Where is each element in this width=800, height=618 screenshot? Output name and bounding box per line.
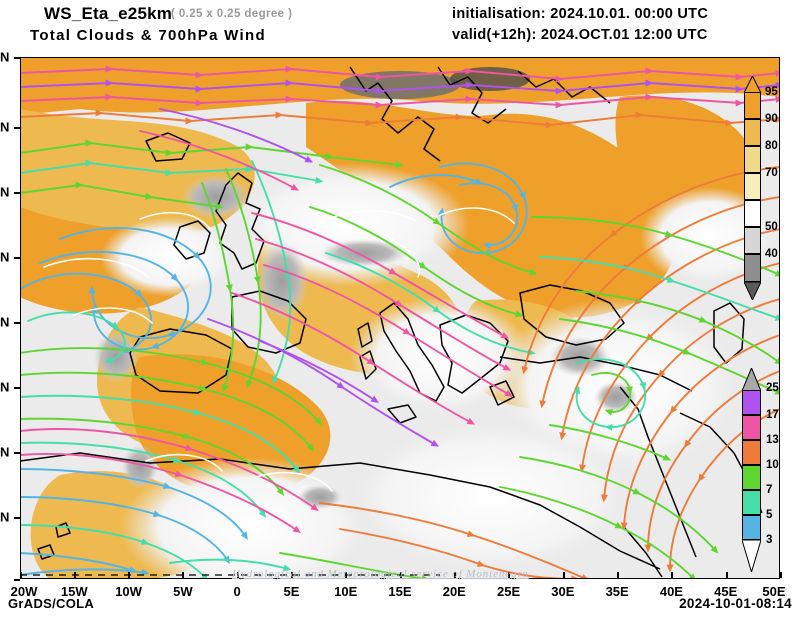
cloud-label-50: 50 <box>765 221 778 233</box>
x-label-40E: 40E <box>659 584 683 599</box>
valid-time: valid(+12h): 2024.OCT.01 12:00 UTC <box>452 27 708 43</box>
x-label-5E: 5E <box>283 584 300 599</box>
wind-label-25: 25 <box>766 382 779 394</box>
cloud-seg-40-50 <box>744 227 761 254</box>
grads-credit: GrADS/COLA <box>8 596 95 611</box>
wind-label-13: 13 <box>766 434 779 446</box>
cloud-seg-70-80 <box>744 173 761 200</box>
x-label-25E: 25E <box>496 584 521 599</box>
cloud-label-40: 40 <box>765 248 778 260</box>
y-tick-label: N <box>0 119 10 135</box>
wind-colorbar-bottom-arrow <box>742 540 761 572</box>
wind-label-7: 7 <box>766 484 773 496</box>
colorbar-top-arrow <box>744 76 761 93</box>
x-label-10E: 10E <box>334 584 358 599</box>
service-watermark: Hydrological and Meteorological service … <box>232 568 529 580</box>
cloud-cover-colorbar[interactable]: 95 90 80 70 50 40 <box>744 76 778 300</box>
y-tick-label: N <box>0 314 10 330</box>
x-label-10W: 10W <box>115 584 142 599</box>
cloud-label-80: 80 <box>765 140 778 152</box>
y-tick-label: N <box>0 379 10 395</box>
cloud-seg-95-100 <box>744 92 761 119</box>
wind-seg-17-25 <box>742 390 761 415</box>
wind-seg-7-10 <box>742 465 761 490</box>
latitude-dash-line <box>20 574 440 576</box>
cloud-seg-90-95 <box>744 119 761 146</box>
wind-label-5: 5 <box>766 509 773 521</box>
x-label-50E: 50E <box>762 584 786 599</box>
cloud-label-90: 90 <box>765 113 778 125</box>
weather-map-plot <box>20 57 780 579</box>
y-tick-label: N <box>0 444 10 460</box>
y-tick-label: N <box>0 184 10 200</box>
y-tick-label: N <box>0 509 10 525</box>
x-label-5W: 5W <box>173 584 193 599</box>
wind-seg-10-13 <box>742 440 761 465</box>
y-tick-label: N <box>0 249 10 265</box>
cloud-label-70: 70 <box>765 167 778 179</box>
wind-label-10: 10 <box>766 459 779 471</box>
wind-label-17: 17 <box>766 409 779 421</box>
wind-label-3: 3 <box>766 534 773 546</box>
wind-seg-5-7 <box>742 490 761 515</box>
x-label-15E: 15E <box>388 584 412 599</box>
cloud-seg-80-90 <box>744 146 761 173</box>
header-bar: WS_Eta_e25km ( 0.25 x 0.25 degree ) Tota… <box>0 0 800 50</box>
cloud-seg-below-40 <box>744 254 761 282</box>
x-label-15W: 15W <box>60 584 88 599</box>
initialisation-time: initialisation: 2024.10.01. 00:00 UTC <box>452 6 709 22</box>
wind-speed-colorbar[interactable]: 25 17 13 10 7 5 3 <box>742 368 779 572</box>
y-tick-label: N <box>0 49 10 65</box>
x-label-30E: 30E <box>551 584 575 599</box>
cloud-label-95: 95 <box>765 86 778 98</box>
wind-streamlines <box>20 65 780 579</box>
x-label-35E: 35E <box>605 584 629 599</box>
generation-timestamp: 2024-10-01-08:14 <box>679 596 792 611</box>
model-name: WS_Eta_e25km <box>44 4 173 23</box>
model-resolution: ( 0.25 x 0.25 degree ) <box>171 8 293 20</box>
wind-seg-3-5 <box>742 515 761 540</box>
x-label-45E: 45E <box>714 584 738 599</box>
wind-seg-13-17 <box>742 415 761 440</box>
colorbar-bottom-arrow <box>744 282 761 300</box>
cloud-seg-50-70 <box>744 200 761 227</box>
wind-colorbar-top-arrow <box>742 368 761 391</box>
x-label-0: 0 <box>233 584 241 599</box>
field-title: Total Clouds & 700hPa Wind <box>30 27 266 44</box>
x-label-20E: 20E <box>442 584 466 599</box>
x-label-20W: 20W <box>10 584 38 599</box>
